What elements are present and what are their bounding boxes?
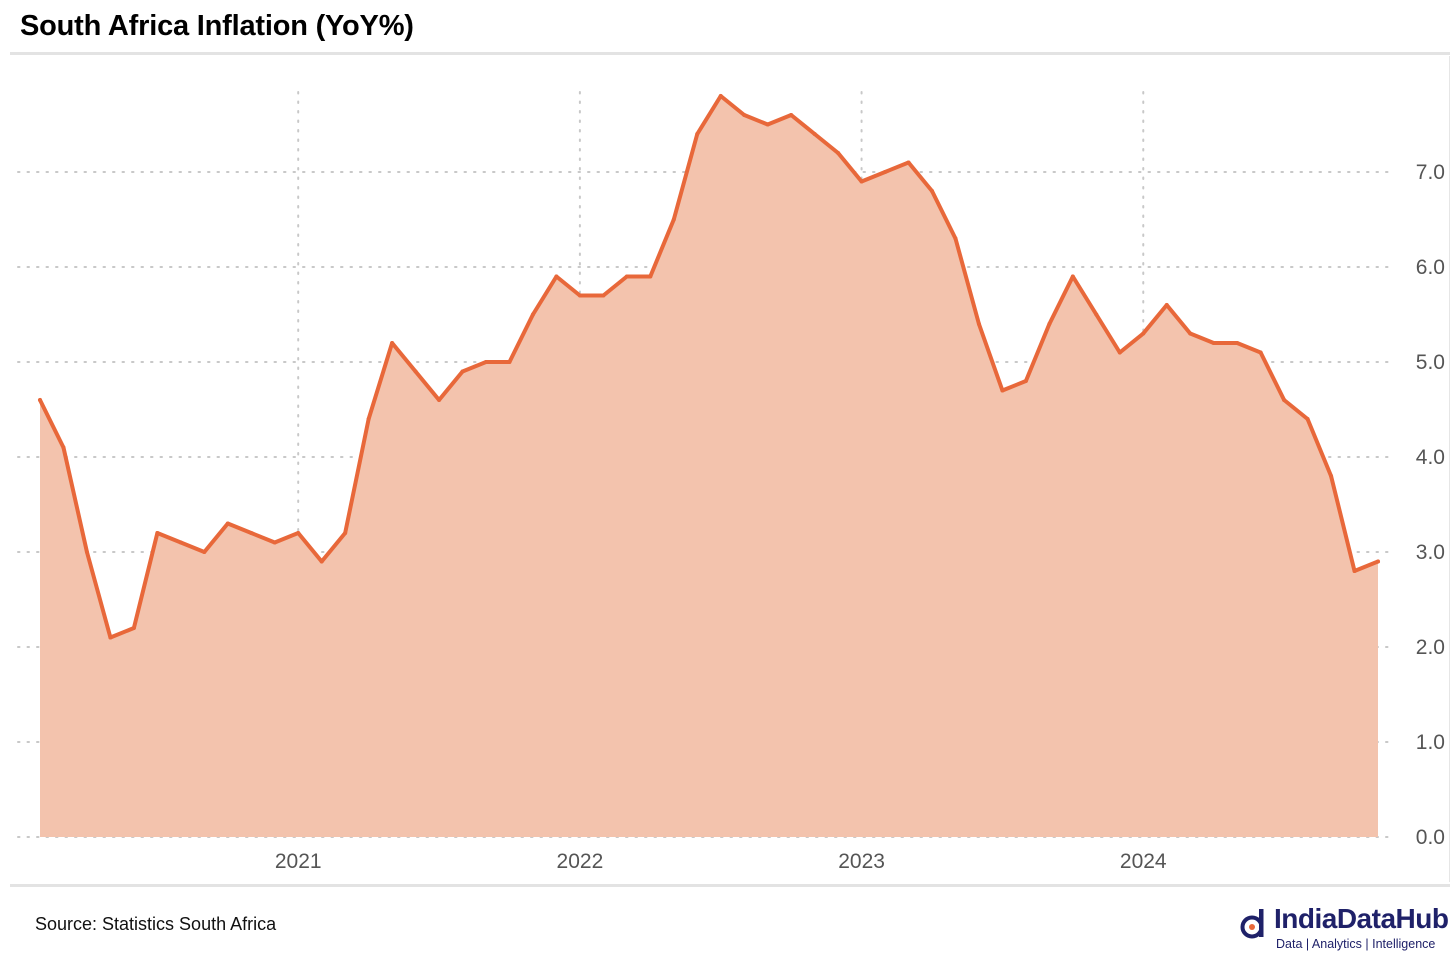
data-point-2022-08 bbox=[742, 113, 747, 117]
data-point-2023-08 bbox=[1023, 379, 1028, 383]
data-point-2022-05 bbox=[671, 217, 676, 222]
y-tick-label: 5.0 bbox=[1416, 351, 1445, 374]
data-point-2021-04 bbox=[366, 417, 371, 421]
inflation-area-chart: 0.01.02.03.04.05.06.07.0 2021 2022 2023 202… bbox=[17, 91, 1445, 873]
data-point-2023-11 bbox=[1094, 312, 1099, 317]
brand-tagline: Data | Analytics | Intelligence bbox=[1276, 937, 1436, 951]
data-point-2024-08 bbox=[1305, 417, 1310, 421]
data-point-2020-11 bbox=[249, 531, 254, 535]
series-line bbox=[38, 94, 1380, 640]
data-point-2024-01 bbox=[1141, 331, 1146, 336]
data-point-2021-03 bbox=[343, 531, 348, 535]
x-tick-label: 2024 bbox=[1120, 850, 1167, 873]
data-point-2023-07 bbox=[1000, 388, 1005, 393]
y-tick-label: 0.0 bbox=[1416, 826, 1445, 849]
data-point-2022-02 bbox=[601, 293, 606, 298]
data-point-2022-07 bbox=[718, 94, 723, 98]
data-point-2023-04 bbox=[930, 189, 934, 193]
y-tick-label: 2.0 bbox=[1416, 636, 1445, 659]
data-point-2024-05 bbox=[1235, 341, 1240, 345]
y-axis-ticks: 0.0 1.0 2.0 3.0 4.0 5.0 6.0 7.0 bbox=[1416, 161, 1445, 849]
data-point-2022-03 bbox=[624, 274, 629, 279]
x-tick-label: 2021 bbox=[275, 850, 322, 873]
brand-name: IndiaDataHub bbox=[1274, 903, 1449, 934]
data-point-2024-07 bbox=[1282, 398, 1287, 402]
data-point-2020-09 bbox=[202, 550, 207, 554]
data-point-2023-01 bbox=[859, 179, 864, 184]
data-point-2024-02 bbox=[1164, 303, 1169, 307]
data-point-2023-09 bbox=[1047, 322, 1052, 326]
data-point-2020-03 bbox=[61, 445, 66, 450]
indiadatahub-logo: IndiaDataHub Data | Analytics | Intellig… bbox=[1240, 902, 1452, 954]
data-point-2021-01 bbox=[296, 531, 301, 535]
data-point-2022-01 bbox=[577, 293, 582, 298]
y-tick-label: 3.0 bbox=[1416, 541, 1445, 564]
series-area-fill bbox=[40, 96, 1378, 837]
data-point-2020-10 bbox=[225, 521, 230, 526]
area-layer bbox=[38, 94, 1380, 837]
y-tick-label: 7.0 bbox=[1416, 161, 1445, 184]
data-point-2024-03 bbox=[1188, 331, 1193, 336]
chart-title: South Africa Inflation (YoY%) bbox=[20, 10, 414, 42]
footer-divider bbox=[10, 884, 1450, 887]
data-point-2022-09 bbox=[765, 122, 770, 127]
data-point-2020-07 bbox=[155, 531, 160, 535]
data-point-2021-05 bbox=[390, 341, 395, 345]
data-point-2023-05 bbox=[953, 236, 958, 241]
data-point-2024-06 bbox=[1258, 350, 1263, 355]
title-divider bbox=[10, 52, 1450, 55]
data-point-2020-05 bbox=[108, 635, 113, 640]
data-point-2021-09 bbox=[484, 360, 488, 364]
indiadatahub-logo-icon bbox=[1240, 909, 1264, 939]
x-tick-label: 2023 bbox=[838, 850, 885, 873]
data-point-2020-06 bbox=[131, 626, 136, 630]
data-point-2021-07 bbox=[437, 398, 442, 402]
data-point-2020-12 bbox=[272, 540, 277, 545]
points-layer bbox=[38, 94, 1380, 640]
chart-frame bbox=[10, 56, 1450, 882]
y-tick-label: 1.0 bbox=[1416, 731, 1445, 754]
data-point-2022-11 bbox=[812, 132, 817, 136]
data-point-2023-12 bbox=[1117, 350, 1122, 355]
data-point-2022-04 bbox=[648, 274, 653, 279]
data-point-2022-12 bbox=[836, 151, 841, 155]
data-point-2023-06 bbox=[976, 322, 981, 326]
x-tick-label: 2022 bbox=[557, 850, 604, 873]
data-point-2022-10 bbox=[789, 113, 794, 117]
data-point-2024-04 bbox=[1211, 341, 1216, 345]
data-point-2021-02 bbox=[319, 559, 324, 564]
data-point-2023-10 bbox=[1070, 274, 1075, 279]
data-point-2020-04 bbox=[84, 550, 89, 554]
data-point-2021-06 bbox=[413, 369, 418, 374]
x-axis-ticks: 2021 2022 2023 2024 bbox=[275, 850, 1167, 873]
data-point-2023-02 bbox=[883, 170, 888, 174]
data-point-2023-03 bbox=[906, 160, 911, 165]
data-point-2021-12 bbox=[554, 274, 559, 279]
data-point-2024-10 bbox=[1352, 569, 1357, 573]
y-tick-label: 4.0 bbox=[1416, 446, 1445, 469]
data-point-2024-09 bbox=[1329, 474, 1334, 478]
data-point-2020-02 bbox=[38, 398, 42, 402]
data-point-2021-11 bbox=[530, 312, 535, 317]
data-point-2021-08 bbox=[460, 369, 465, 374]
data-point-2022-06 bbox=[695, 132, 700, 136]
source-note: Source: Statistics South Africa bbox=[35, 914, 277, 934]
y-tick-label: 6.0 bbox=[1416, 256, 1445, 279]
data-point-2024-11 bbox=[1376, 559, 1380, 564]
data-point-2020-08 bbox=[178, 540, 183, 545]
data-point-2021-10 bbox=[507, 360, 512, 364]
